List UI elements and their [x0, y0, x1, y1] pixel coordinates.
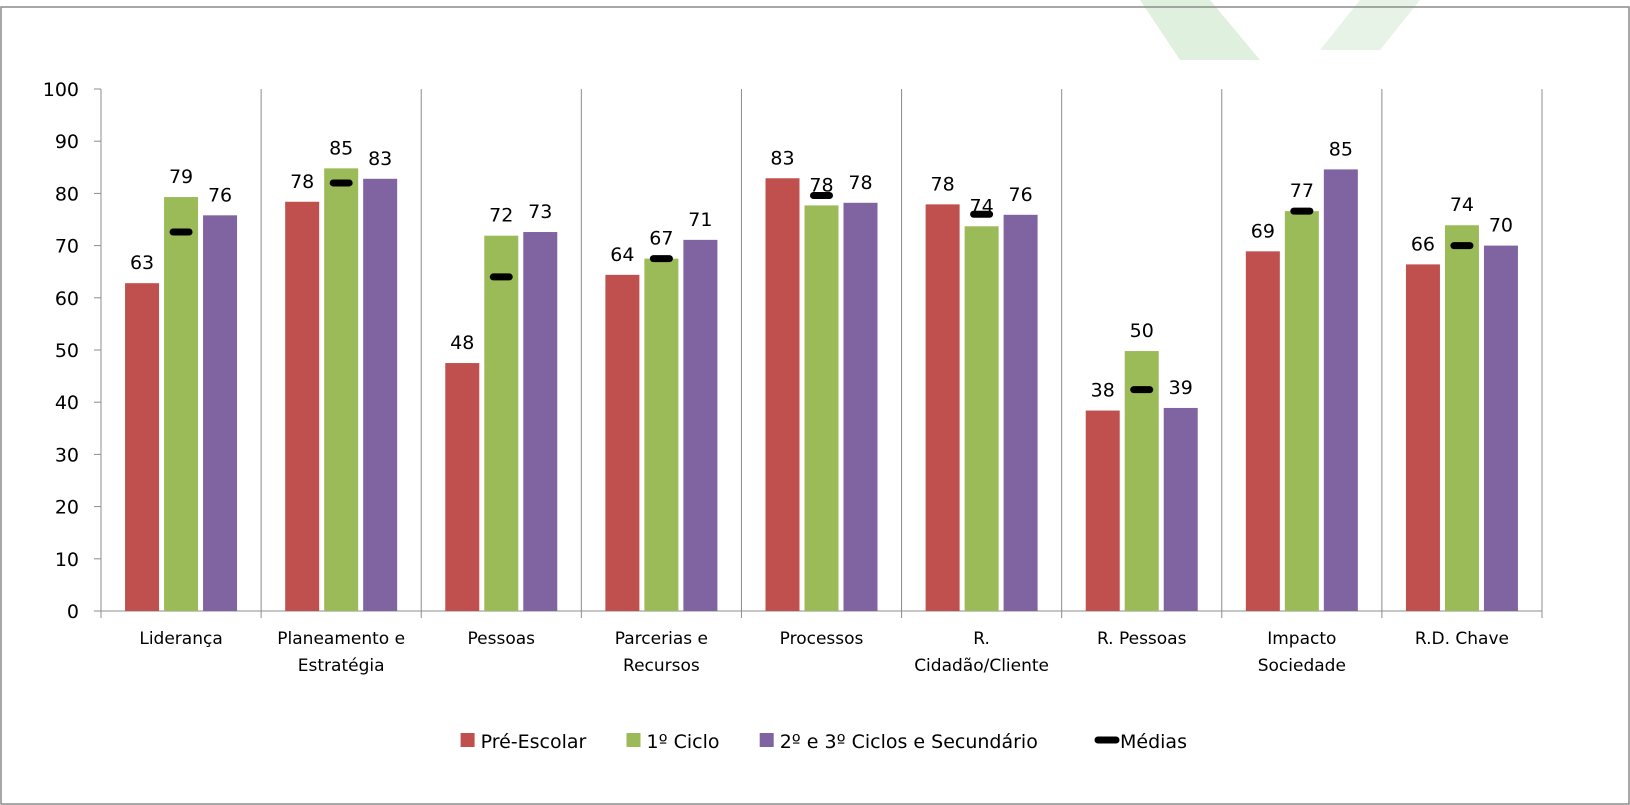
- x-tick-label: Liderança: [139, 629, 222, 649]
- bar: [804, 205, 839, 611]
- y-tick-label: 30: [55, 444, 79, 466]
- y-tick-label: 90: [55, 131, 79, 153]
- y-tick-label: 80: [55, 183, 79, 205]
- data-label: 85: [1329, 138, 1353, 160]
- legend-label: Médias: [1120, 731, 1187, 753]
- legend-label: Pré-Escolar: [481, 731, 587, 753]
- legend-swatch: [759, 733, 774, 747]
- bar: [1124, 351, 1159, 611]
- data-label: 38: [1091, 380, 1115, 402]
- data-label: 64: [610, 244, 634, 266]
- data-label: 70: [1489, 215, 1513, 237]
- data-label: 78: [809, 174, 833, 196]
- x-tick-label: Estratégia: [298, 656, 385, 676]
- bar: [445, 363, 480, 611]
- y-tick-label: 70: [55, 236, 79, 258]
- y-tick-label: 100: [43, 79, 79, 101]
- x-tick-label: R.: [973, 629, 990, 649]
- bar: [1163, 407, 1198, 611]
- bar: [964, 226, 999, 611]
- data-label: 79: [169, 166, 193, 188]
- legend-swatch: [460, 733, 475, 747]
- data-label: 71: [688, 209, 712, 231]
- x-tick-label: Pessoas: [468, 629, 536, 649]
- data-label: 66: [1411, 233, 1435, 255]
- data-label: 48: [450, 332, 474, 354]
- y-tick-label: 50: [55, 340, 79, 362]
- x-tick-label: Cidadão/Cliente: [914, 656, 1049, 676]
- data-label: 83: [770, 147, 794, 169]
- y-tick-label: 0: [67, 601, 79, 623]
- bar: [324, 168, 359, 611]
- data-label: 76: [1009, 184, 1033, 206]
- bar: [164, 197, 199, 611]
- x-tick-label: Recursos: [623, 656, 700, 676]
- legend-swatch: [626, 733, 641, 747]
- data-label: 78: [848, 172, 872, 194]
- bar: [1323, 169, 1358, 611]
- data-label: 76: [208, 184, 232, 206]
- x-tick-label: Planeamento e: [277, 629, 405, 649]
- legend-label: 1º Ciclo: [647, 731, 720, 753]
- x-tick-label: Processos: [780, 629, 864, 649]
- bar: [1444, 225, 1479, 611]
- bar: [203, 215, 238, 611]
- y-tick-label: 10: [55, 549, 79, 571]
- legend-label: 2º e 3º Ciclos e Secundário: [780, 731, 1038, 753]
- bar: [363, 178, 398, 611]
- data-label: 72: [489, 205, 513, 227]
- x-tick-label: Parcerias e: [615, 629, 708, 649]
- bar: [1003, 214, 1038, 611]
- x-tick-label: Impacto: [1267, 629, 1336, 649]
- y-tick-label: 60: [55, 288, 79, 310]
- y-tick-label: 40: [55, 392, 79, 414]
- data-label: 74: [1450, 194, 1474, 216]
- bar: [1483, 245, 1518, 611]
- bar: [765, 178, 800, 611]
- x-tick-label: R.D. Chave: [1415, 629, 1509, 649]
- data-label: 78: [931, 173, 955, 195]
- bar: [1405, 264, 1440, 611]
- bar: [125, 283, 160, 611]
- bar: [843, 202, 878, 611]
- bar: [523, 232, 558, 611]
- bar: [683, 239, 718, 611]
- x-tick-label: R. Pessoas: [1097, 629, 1187, 649]
- data-label: 39: [1169, 377, 1193, 399]
- data-label: 50: [1130, 320, 1154, 342]
- bar: [1245, 251, 1280, 612]
- bar: [605, 274, 640, 611]
- data-label: 63: [130, 252, 154, 274]
- bar: [1085, 410, 1120, 611]
- bar: [1284, 211, 1319, 611]
- data-label: 67: [649, 228, 673, 250]
- data-label: 78: [290, 171, 314, 193]
- bar: [285, 201, 320, 611]
- x-tick-label: Sociedade: [1258, 656, 1346, 676]
- bar: [925, 204, 960, 611]
- data-label: 77: [1290, 180, 1314, 202]
- chart-border: [0, 6, 1630, 805]
- bar: [644, 258, 679, 611]
- data-label: 73: [528, 201, 552, 223]
- data-label: 83: [368, 148, 392, 170]
- bar: [484, 235, 519, 611]
- data-label: 69: [1251, 220, 1275, 242]
- data-label: 85: [329, 137, 353, 159]
- y-tick-label: 20: [55, 497, 79, 519]
